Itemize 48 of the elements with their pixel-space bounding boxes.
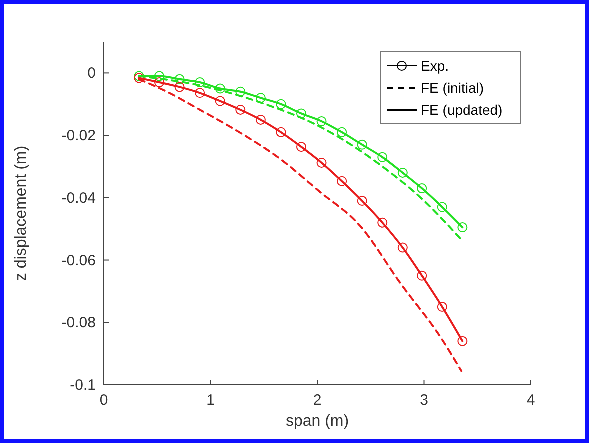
point: [236, 104, 246, 115]
point: [337, 176, 348, 186]
point: [296, 108, 306, 119]
point: [417, 270, 428, 281]
point: [256, 114, 266, 125]
point: [437, 202, 448, 212]
y-tick-label: 0: [88, 65, 96, 82]
point: [236, 86, 246, 97]
x-tick-label: 3: [420, 392, 428, 409]
point: [276, 99, 286, 110]
point: [378, 218, 388, 228]
point: [337, 127, 348, 138]
point: [154, 78, 165, 88]
point: [398, 168, 408, 178]
x-tick-label: 4: [526, 392, 536, 409]
point: [378, 152, 388, 162]
point: [276, 127, 286, 138]
point: [154, 71, 165, 82]
x-axis-title: span (m): [286, 413, 350, 430]
y-tick-label: -0.02: [62, 128, 96, 145]
point: [316, 116, 327, 127]
point: [458, 336, 468, 346]
x-tick-label: 0: [100, 392, 108, 409]
point: [357, 140, 368, 150]
y-tick-label: -0.08: [62, 314, 96, 332]
y-axis-title: z displacement (m): [13, 146, 30, 282]
point: [398, 242, 408, 253]
point: [215, 84, 226, 94]
point: [316, 158, 327, 168]
point: [215, 96, 226, 106]
point: [256, 93, 266, 104]
point: [357, 196, 368, 206]
point: [437, 302, 448, 312]
point: [195, 78, 206, 88]
point: [417, 184, 428, 194]
x-tick-label: 2: [313, 392, 322, 409]
y-tick-label: -0.06: [62, 252, 96, 270]
y-tick-label: -0.1: [70, 377, 96, 394]
annotation: FE (updated): [421, 102, 503, 118]
point: [458, 222, 468, 233]
point: [174, 74, 185, 84]
annotation: FE (initial): [421, 80, 484, 96]
y-tick-label: -0.04: [62, 190, 96, 207]
x-tick-label: 1: [206, 392, 215, 409]
point: [195, 88, 206, 98]
point: [174, 82, 185, 92]
point: [296, 142, 306, 152]
annotation: Exp.: [421, 58, 450, 74]
